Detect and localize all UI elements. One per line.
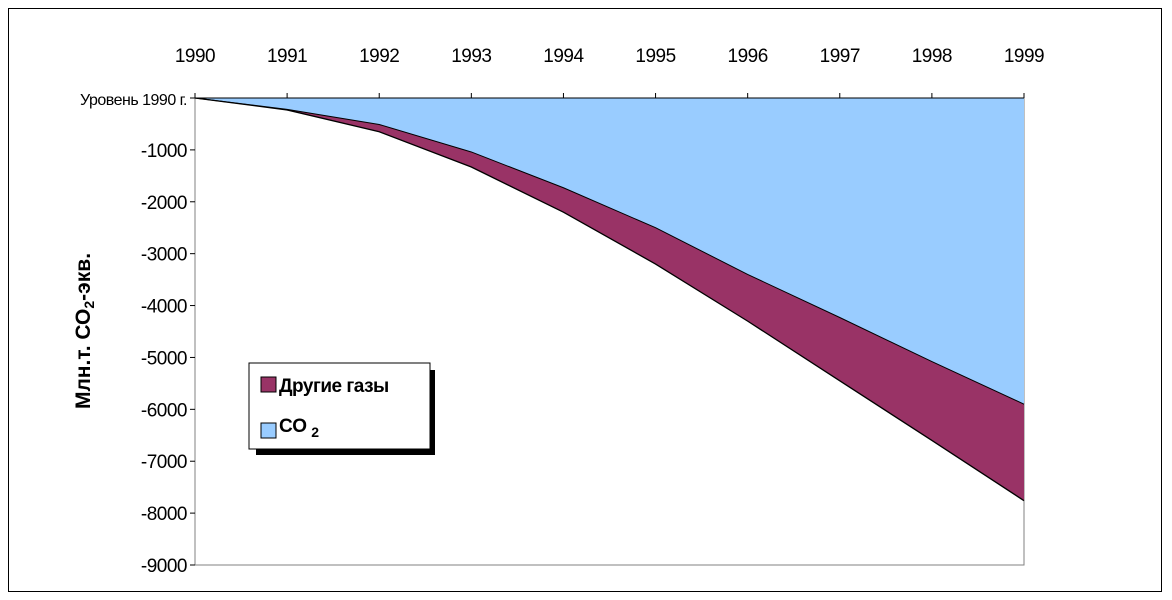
y-tick-label: -7000 — [141, 452, 187, 473]
x-tick-label: 1992 — [359, 46, 399, 67]
legend-label-other-gases: Другие газы — [279, 376, 389, 397]
y-axis-label-main: Млн.т. СО — [72, 309, 95, 409]
y-axis-label: Млн.т. СО2-экв. — [72, 253, 97, 409]
legend-co2-main: CO — [279, 416, 311, 437]
line-co2 — [194, 97, 1025, 405]
y-axis-label-sub: 2 — [81, 301, 97, 309]
x-tick-label: 1995 — [635, 46, 675, 67]
y-tick-label: -9000 — [141, 556, 187, 577]
legend: Другие газы CO 2 — [248, 362, 435, 455]
x-tick-label: 1997 — [820, 46, 860, 67]
legend-swatch-other-gases — [260, 376, 277, 393]
y-tick-label: -1000 — [141, 141, 187, 162]
y-tick-label: -4000 — [141, 297, 187, 318]
x-tick-label: 1994 — [543, 46, 584, 67]
x-axis: 1990 1991 1992 1993 1994 1995 1996 1997 1998 1999 — [175, 46, 1045, 98]
y-tick-label: -8000 — [141, 504, 187, 525]
x-tick-label: 1998 — [912, 46, 952, 67]
y-tick-label: -5000 — [141, 348, 187, 369]
y-tick-label: -2000 — [141, 193, 187, 214]
y-axis-label-end: -экв. — [72, 253, 95, 301]
y-axis: Уровень 1990 г. -1000 -2000 -3000 -4000 -5000… — [80, 92, 195, 577]
legend-box — [248, 362, 431, 450]
x-tick-label: 1993 — [451, 46, 491, 67]
legend-swatch-co2 — [260, 422, 277, 439]
legend-co2-sub: 2 — [311, 424, 319, 440]
area-layer — [194, 97, 1025, 502]
legend-label-co2: CO 2 — [279, 416, 319, 440]
x-tick-label: 1991 — [267, 46, 307, 67]
line-other-gases — [194, 97, 1025, 502]
y-tick-label: -3000 — [141, 245, 187, 266]
x-tick-label: 1990 — [175, 46, 215, 67]
y-tick-label: Уровень 1990 г. — [80, 92, 187, 109]
x-tick-label: 1999 — [1004, 46, 1044, 67]
x-tick-label: 1996 — [728, 46, 768, 67]
area-co2 — [195, 98, 1024, 405]
y-tick-label: -6000 — [141, 400, 187, 421]
